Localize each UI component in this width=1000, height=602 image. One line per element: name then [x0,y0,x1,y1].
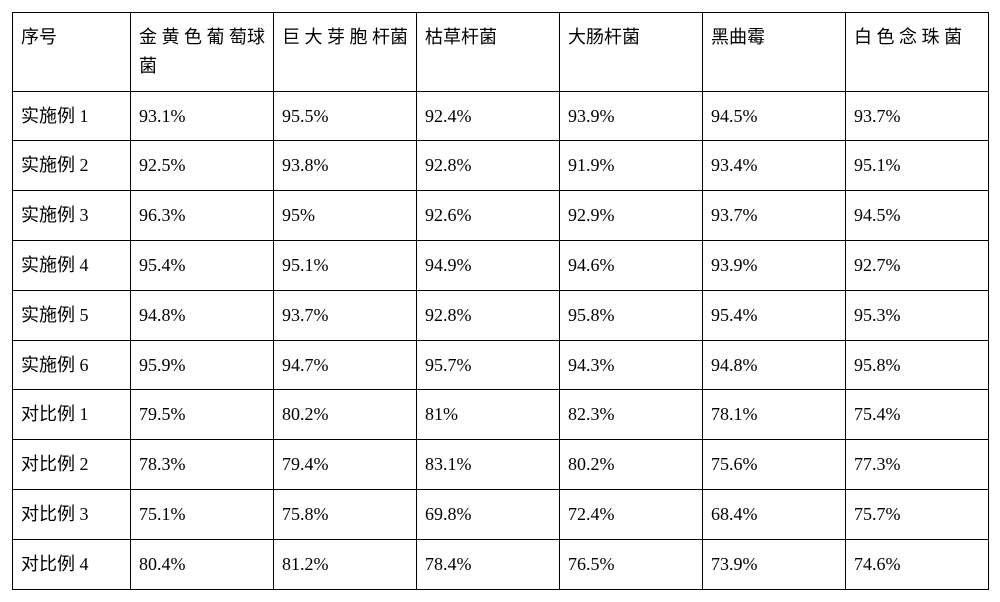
cell-label: 对比例 1 [13,390,131,440]
cell-value: 80.4% [131,539,274,589]
cell-value: 72.4% [560,489,703,539]
table-row: 实施例 1 93.1% 95.5% 92.4% 93.9% 94.5% 93.7… [13,91,989,141]
cell-label: 对比例 2 [13,440,131,490]
cell-value: 69.8% [417,489,560,539]
cell-value: 78.1% [703,390,846,440]
cell-value: 77.3% [846,440,989,490]
cell-value: 95.1% [274,240,417,290]
cell-value: 95.5% [274,91,417,141]
cell-value: 94.7% [274,340,417,390]
cell-value: 93.9% [703,240,846,290]
cell-value: 92.7% [846,240,989,290]
cell-label: 实施例 4 [13,240,131,290]
cell-value: 92.6% [417,191,560,241]
col-header-aspergillus: 黑曲霉 [703,13,846,92]
cell-value: 78.3% [131,440,274,490]
cell-value: 78.4% [417,539,560,589]
cell-value: 79.4% [274,440,417,490]
cell-label: 对比例 4 [13,539,131,589]
cell-value: 76.5% [560,539,703,589]
cell-label: 实施例 5 [13,290,131,340]
cell-value: 95.7% [417,340,560,390]
cell-value: 92.9% [560,191,703,241]
cell-value: 81% [417,390,560,440]
cell-label: 对比例 3 [13,489,131,539]
cell-value: 95.3% [846,290,989,340]
cell-value: 73.9% [703,539,846,589]
cell-value: 94.8% [131,290,274,340]
cell-value: 95.4% [131,240,274,290]
cell-value: 94.9% [417,240,560,290]
cell-value: 94.5% [703,91,846,141]
cell-value: 95.8% [560,290,703,340]
cell-value: 75.8% [274,489,417,539]
cell-value: 94.8% [703,340,846,390]
table-row: 对比例 4 80.4% 81.2% 78.4% 76.5% 73.9% 74.6… [13,539,989,589]
cell-value: 95.8% [846,340,989,390]
table-body: 实施例 1 93.1% 95.5% 92.4% 93.9% 94.5% 93.7… [13,91,989,589]
cell-value: 93.7% [703,191,846,241]
col-header-bacillus-sub: 枯草杆菌 [417,13,560,92]
table-row: 对比例 2 78.3% 79.4% 83.1% 80.2% 75.6% 77.3… [13,440,989,490]
cell-value: 95% [274,191,417,241]
table-row: 实施例 4 95.4% 95.1% 94.9% 94.6% 93.9% 92.7… [13,240,989,290]
col-header-staph: 金 黄 色 葡 萄球菌 [131,13,274,92]
col-header-candida: 白 色 念 珠 菌 [846,13,989,92]
cell-value: 68.4% [703,489,846,539]
cell-value: 75.1% [131,489,274,539]
table-row: 实施例 6 95.9% 94.7% 95.7% 94.3% 94.8% 95.8… [13,340,989,390]
cell-value: 93.4% [703,141,846,191]
cell-label: 实施例 2 [13,141,131,191]
cell-value: 95.1% [846,141,989,191]
cell-value: 79.5% [131,390,274,440]
data-table: 序号 金 黄 色 葡 萄球菌 巨 大 芽 胞 杆菌 枯草杆菌 大肠杆菌 黑曲霉 … [12,12,989,590]
col-header-seq: 序号 [13,13,131,92]
cell-label: 实施例 3 [13,191,131,241]
cell-value: 92.4% [417,91,560,141]
cell-value: 93.1% [131,91,274,141]
table-row: 实施例 5 94.8% 93.7% 92.8% 95.8% 95.4% 95.3… [13,290,989,340]
table-row: 对比例 3 75.1% 75.8% 69.8% 72.4% 68.4% 75.7… [13,489,989,539]
table-header-row: 序号 金 黄 色 葡 萄球菌 巨 大 芽 胞 杆菌 枯草杆菌 大肠杆菌 黑曲霉 … [13,13,989,92]
cell-label: 实施例 1 [13,91,131,141]
cell-value: 94.5% [846,191,989,241]
cell-value: 96.3% [131,191,274,241]
cell-value: 75.7% [846,489,989,539]
cell-value: 81.2% [274,539,417,589]
table-row: 实施例 2 92.5% 93.8% 92.8% 91.9% 93.4% 95.1… [13,141,989,191]
cell-value: 92.8% [417,290,560,340]
cell-value: 83.1% [417,440,560,490]
cell-value: 95.4% [703,290,846,340]
cell-value: 93.7% [846,91,989,141]
cell-value: 95.9% [131,340,274,390]
table-row: 实施例 3 96.3% 95% 92.6% 92.9% 93.7% 94.5% [13,191,989,241]
cell-value: 94.3% [560,340,703,390]
col-header-ecoli: 大肠杆菌 [560,13,703,92]
cell-label: 实施例 6 [13,340,131,390]
cell-value: 92.5% [131,141,274,191]
cell-value: 82.3% [560,390,703,440]
cell-value: 75.4% [846,390,989,440]
cell-value: 74.6% [846,539,989,589]
cell-value: 80.2% [560,440,703,490]
cell-value: 91.9% [560,141,703,191]
cell-value: 92.8% [417,141,560,191]
cell-value: 94.6% [560,240,703,290]
cell-value: 75.6% [703,440,846,490]
col-header-bacillus-mega: 巨 大 芽 胞 杆菌 [274,13,417,92]
cell-value: 93.7% [274,290,417,340]
cell-value: 93.9% [560,91,703,141]
cell-value: 93.8% [274,141,417,191]
cell-value: 80.2% [274,390,417,440]
table-row: 对比例 1 79.5% 80.2% 81% 82.3% 78.1% 75.4% [13,390,989,440]
